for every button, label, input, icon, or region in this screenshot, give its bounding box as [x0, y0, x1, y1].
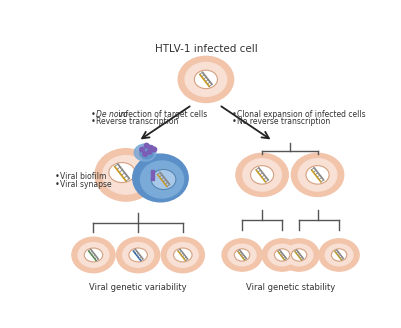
Ellipse shape [235, 249, 250, 261]
Ellipse shape [129, 248, 148, 262]
Ellipse shape [140, 148, 154, 159]
Text: Viral genetic variability: Viral genetic variability [89, 283, 187, 293]
Ellipse shape [298, 159, 337, 191]
Ellipse shape [194, 70, 217, 89]
Text: Reverse transcription: Reverse transcription [96, 117, 178, 126]
Circle shape [144, 143, 149, 148]
Circle shape [148, 150, 152, 154]
Circle shape [143, 152, 148, 156]
Ellipse shape [222, 239, 262, 271]
Bar [151, 170, 154, 173]
Ellipse shape [103, 155, 149, 194]
Text: infection of target cells: infection of target cells [116, 110, 207, 119]
Ellipse shape [325, 244, 353, 266]
Text: •: • [232, 110, 237, 119]
Text: •: • [55, 180, 60, 189]
Ellipse shape [292, 153, 344, 196]
Ellipse shape [268, 244, 296, 266]
Ellipse shape [95, 149, 157, 201]
Text: No reverse transcription: No reverse transcription [237, 117, 330, 126]
Ellipse shape [78, 243, 109, 267]
Circle shape [140, 147, 144, 152]
Bar [151, 173, 154, 176]
Ellipse shape [251, 166, 273, 184]
Circle shape [149, 146, 154, 150]
Ellipse shape [185, 62, 227, 96]
Text: HTLV-1 infected cell: HTLV-1 infected cell [154, 44, 257, 54]
Ellipse shape [140, 161, 184, 198]
Text: Viral biofilm: Viral biofilm [61, 172, 107, 181]
Text: •: • [91, 110, 96, 119]
Ellipse shape [319, 239, 359, 271]
Text: •: • [232, 117, 237, 126]
Text: Viral genetic stability: Viral genetic stability [246, 283, 335, 293]
Ellipse shape [292, 249, 307, 261]
Ellipse shape [306, 166, 329, 184]
Ellipse shape [174, 248, 192, 262]
Ellipse shape [72, 237, 115, 273]
Text: Viral synapse: Viral synapse [61, 180, 112, 189]
Text: De novo: De novo [96, 110, 128, 119]
Ellipse shape [331, 249, 347, 261]
Text: Clonal expansion of infected cells: Clonal expansion of infected cells [237, 110, 365, 119]
Ellipse shape [109, 163, 135, 183]
Ellipse shape [274, 249, 290, 261]
Ellipse shape [151, 170, 176, 190]
Text: •: • [91, 117, 96, 126]
Ellipse shape [123, 243, 154, 267]
Ellipse shape [243, 159, 282, 191]
Ellipse shape [84, 248, 103, 262]
Ellipse shape [279, 239, 319, 271]
Ellipse shape [161, 237, 205, 273]
Bar [151, 176, 154, 179]
Ellipse shape [236, 153, 288, 196]
Ellipse shape [117, 237, 160, 273]
Ellipse shape [133, 154, 188, 202]
Ellipse shape [178, 56, 234, 103]
Ellipse shape [167, 243, 198, 267]
Ellipse shape [285, 244, 313, 266]
Circle shape [152, 147, 157, 152]
Ellipse shape [228, 244, 256, 266]
Ellipse shape [134, 144, 156, 161]
Text: •: • [55, 172, 60, 181]
Ellipse shape [262, 239, 302, 271]
